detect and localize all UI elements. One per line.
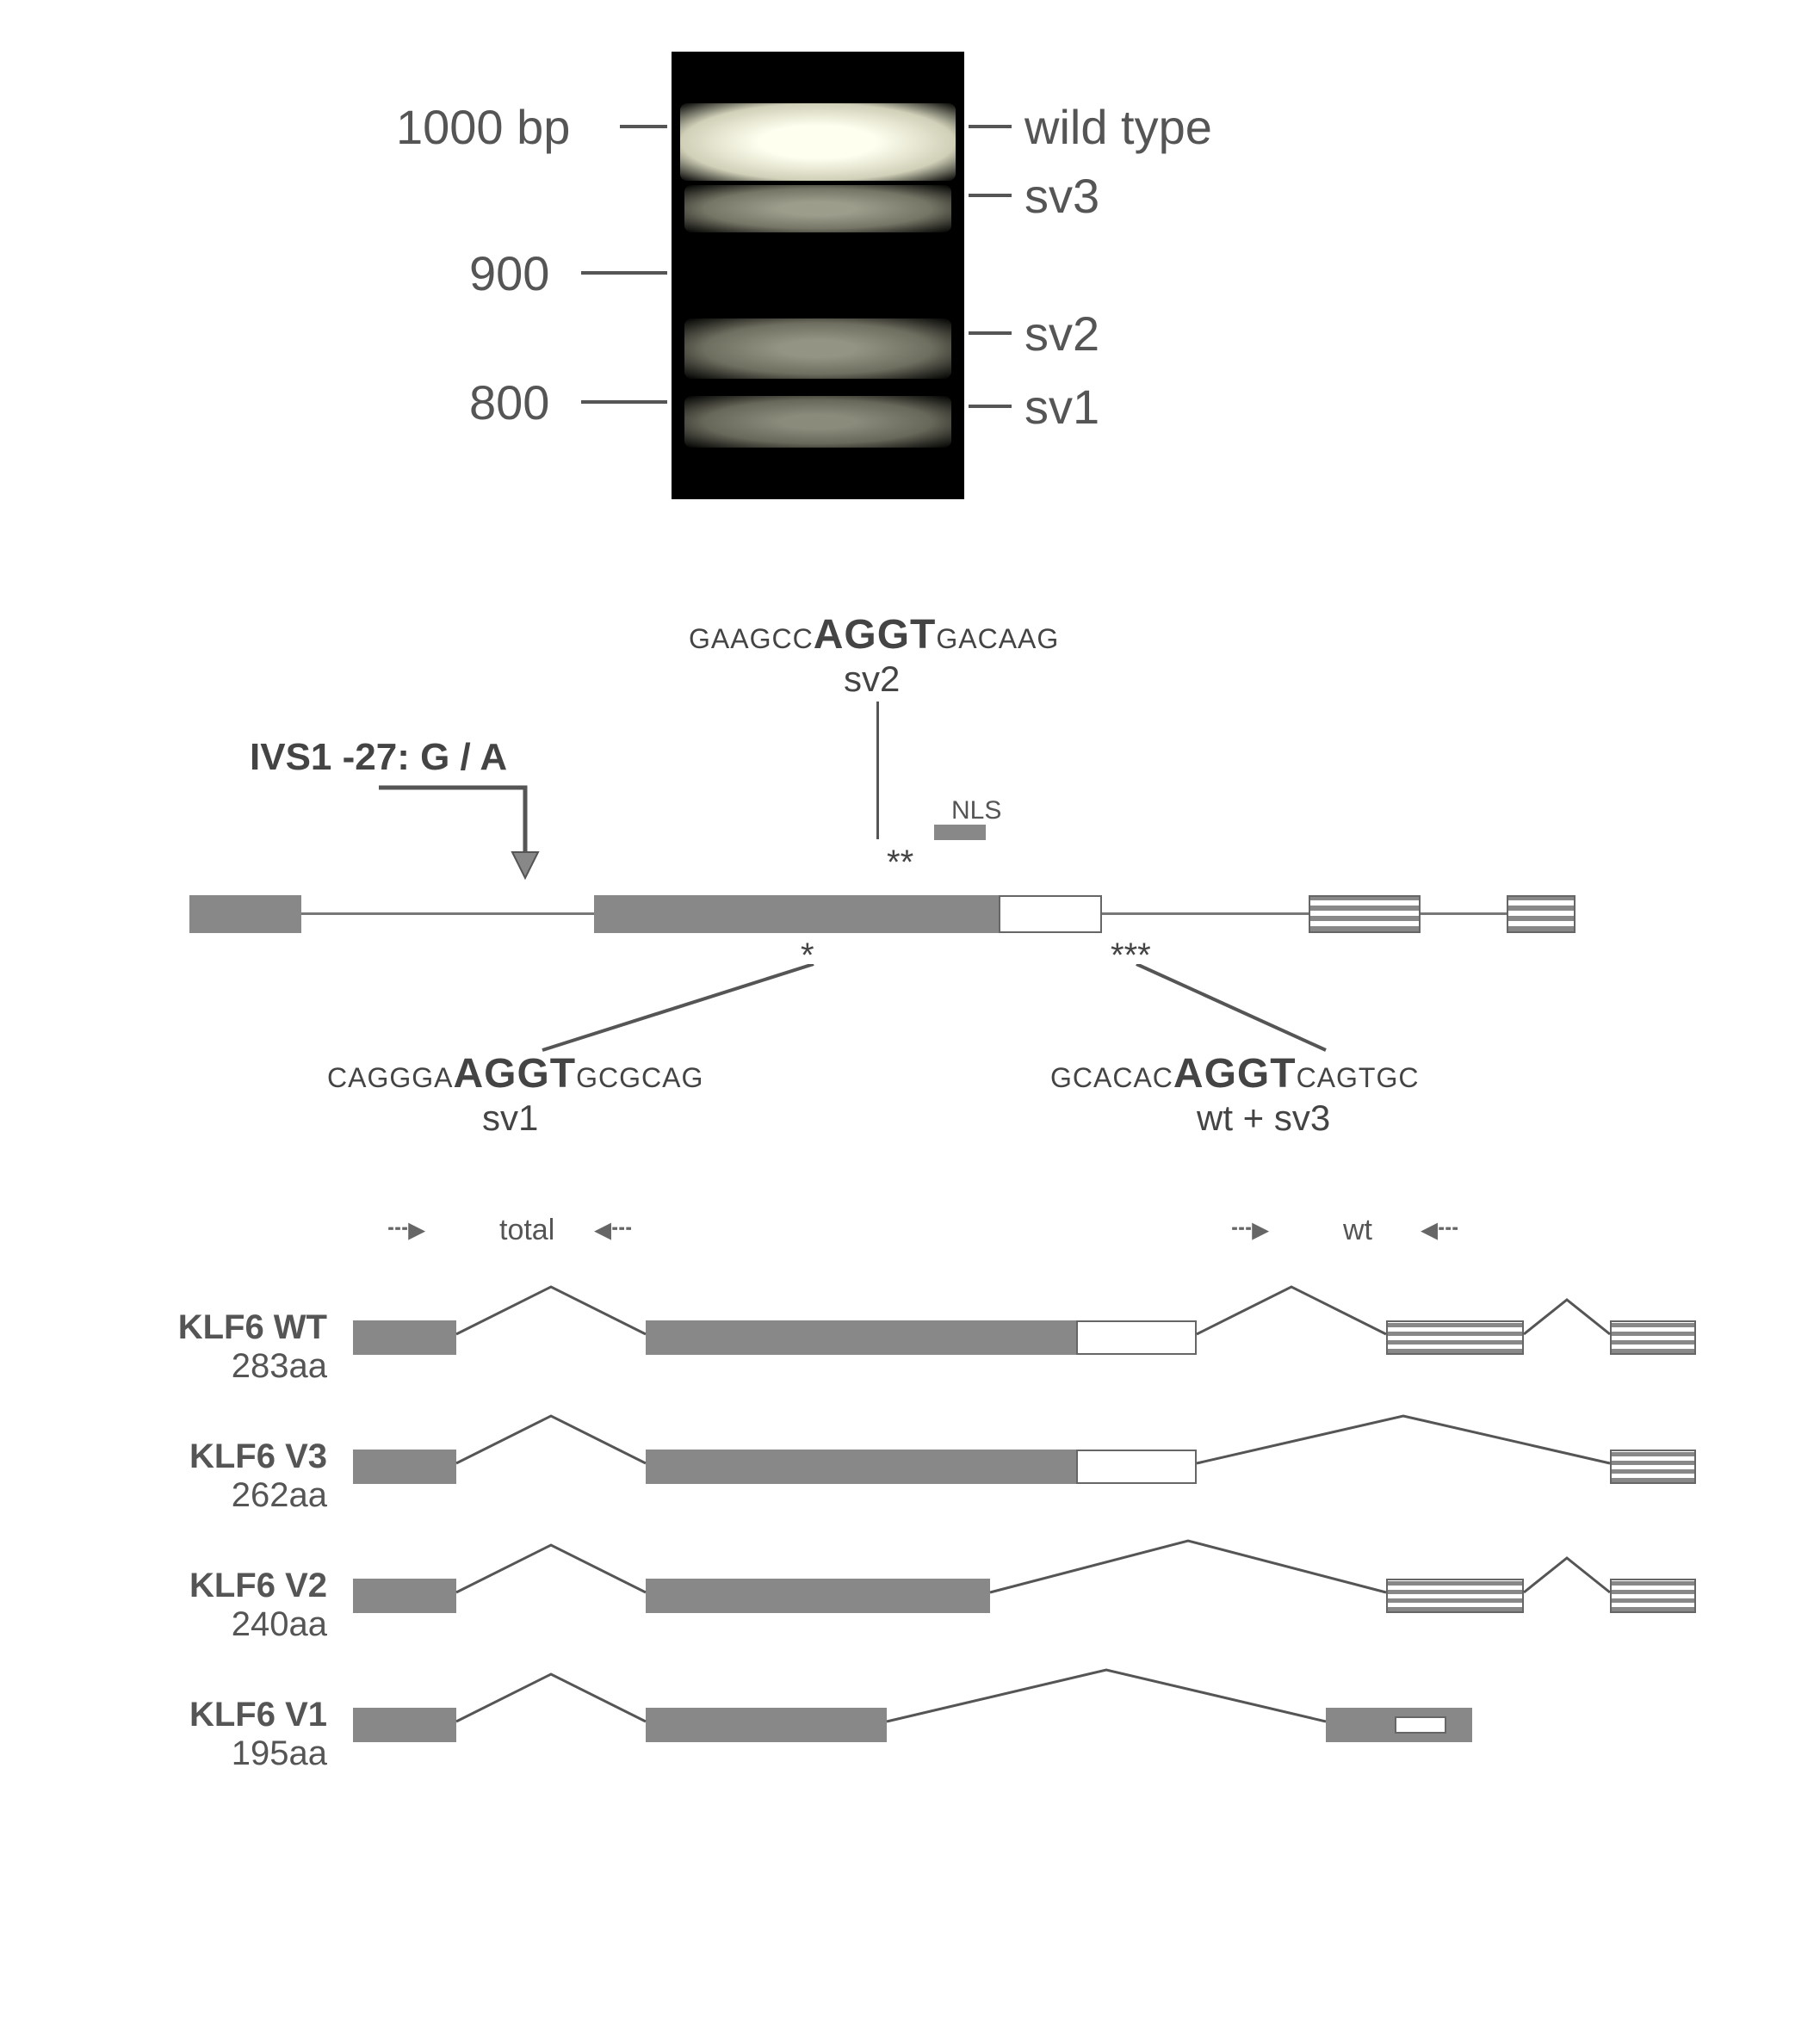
- primer-total-label: total: [499, 1214, 554, 1247]
- wt-seq: GCACACAGGTCAGTGC: [1050, 1050, 1419, 1097]
- isoform-length: 283aa: [103, 1347, 327, 1386]
- isoform-name: KLF6 V1: [103, 1696, 327, 1734]
- gel-band-sv1: [684, 396, 951, 448]
- band-tick-sv1: [969, 405, 1012, 408]
- band-label-sv1: sv1: [1025, 379, 1099, 435]
- isoform-panel: ┄▸ total ◂┄ ┄▸ wt ◂┄ KLF6 WT283aaKLF6 V3…: [103, 1205, 1739, 1825]
- exon-2b: [999, 895, 1102, 933]
- isoform-row: KLF6 V1195aa: [103, 1653, 1739, 1782]
- sv2-name: sv2: [844, 658, 900, 700]
- exon-4: [1507, 895, 1575, 933]
- isoform-track: [353, 1446, 1739, 1487]
- band-tick-wt: [969, 125, 1012, 128]
- primer-fwd-total-icon: ┄▸: [387, 1209, 425, 1249]
- isoform-name: KLF6 WT: [103, 1308, 327, 1347]
- gel-panel: 1000 bp 900 800 wild type sv3 sv2 sv1: [293, 34, 1326, 534]
- isoform-name: KLF6 V3: [103, 1437, 327, 1476]
- sv2-post: GACAAG: [936, 623, 1059, 654]
- band-label-wt: wild type: [1025, 99, 1212, 155]
- sv1-name: sv1: [482, 1097, 538, 1139]
- band-tick-sv3: [969, 194, 1012, 197]
- wt-pre: GCACAC: [1050, 1062, 1173, 1093]
- isoform-track: [353, 1704, 1739, 1746]
- asterisk-sv2: **: [887, 844, 913, 882]
- sv1-core: AGGT: [453, 1051, 576, 1097]
- sv2-pre: GAAGCC: [689, 623, 814, 654]
- isoform-row: KLF6 V3262aa: [103, 1394, 1739, 1524]
- isoform-length: 195aa: [103, 1734, 327, 1773]
- sv1-pre: CAGGGA: [327, 1062, 453, 1093]
- intron-3: [1421, 912, 1507, 915]
- band-tick-sv2: [969, 331, 1012, 335]
- ladder-800: 800: [469, 374, 549, 430]
- isoform-length: 240aa: [103, 1605, 327, 1644]
- sv1-seq: CAGGGAAGGTGCGCAG: [327, 1050, 703, 1097]
- wt-name: wt + sv3: [1197, 1097, 1330, 1139]
- splice-lines: [353, 1394, 1730, 1498]
- exon-1: [189, 895, 301, 933]
- splice-lines: [353, 1653, 1730, 1756]
- sv2-seq: GAAGCCAGGTGACAAG: [689, 611, 1059, 658]
- isoform-name: KLF6 V2: [103, 1567, 327, 1605]
- intron-2: [1102, 912, 1309, 915]
- gene-model-panel: GAAGCCAGGTGACAAG sv2 IVS1 -27: G / A NLS…: [138, 603, 1687, 1136]
- splice-lines: [353, 1524, 1730, 1627]
- wt-post: CAGTGC: [1297, 1062, 1420, 1093]
- wt-core: AGGT: [1173, 1051, 1297, 1097]
- nls-label: NLS: [951, 796, 1001, 825]
- isoform-row: KLF6 V2240aa: [103, 1524, 1739, 1653]
- ivs-arrow-icon: [293, 770, 585, 899]
- exon-3: [1309, 895, 1421, 933]
- intron-1: [301, 912, 594, 915]
- ladder-1000: 1000 bp: [396, 99, 570, 155]
- gel-lane: [672, 52, 964, 499]
- sv2-core: AGGT: [814, 612, 937, 658]
- primer-fwd-wt-icon: ┄▸: [1231, 1209, 1269, 1249]
- band-label-sv3: sv3: [1025, 168, 1099, 224]
- ladder-900: 900: [469, 245, 549, 301]
- gel-band-sv2: [684, 318, 951, 379]
- isoform-length: 262aa: [103, 1476, 327, 1515]
- exon-2a: [594, 895, 999, 933]
- gel-band-sv3: [684, 185, 951, 232]
- ladder-tick-800: [581, 400, 667, 404]
- splice-lines: [353, 1265, 1730, 1369]
- wt-connector: [1111, 964, 1455, 1059]
- ladder-tick-1000: [620, 125, 667, 128]
- sv2-connector: [876, 702, 879, 839]
- sv1-post: GCGCAG: [576, 1062, 703, 1093]
- gel-band-wt: [680, 103, 956, 181]
- sv1-connector: [508, 964, 852, 1059]
- primer-wt-label: wt: [1343, 1214, 1372, 1247]
- nls-box: [934, 825, 986, 840]
- isoform-track: [353, 1317, 1739, 1358]
- isoform-row: KLF6 WT283aa: [103, 1265, 1739, 1394]
- primer-rev-wt-icon: ◂┄: [1421, 1209, 1458, 1249]
- isoform-track: [353, 1575, 1739, 1617]
- ladder-tick-900: [581, 271, 667, 275]
- primer-rev-total-icon: ◂┄: [594, 1209, 632, 1249]
- band-label-sv2: sv2: [1025, 306, 1099, 362]
